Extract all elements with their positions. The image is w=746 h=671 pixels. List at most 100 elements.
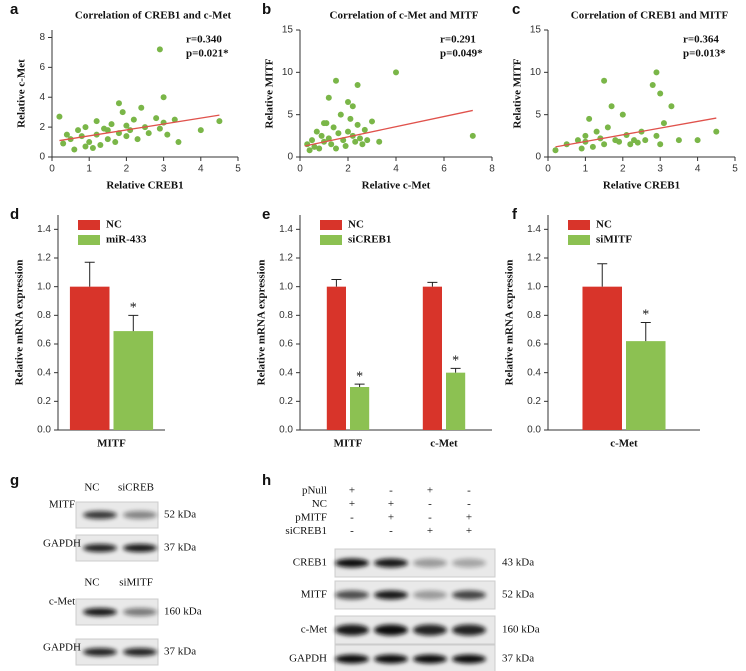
point (349, 103, 356, 110)
blot-band (452, 624, 486, 636)
y-tick-label: 0.2 (37, 396, 51, 407)
y-tick-label: 15 (282, 25, 294, 36)
condition-mark: + (349, 498, 355, 510)
blot-band (452, 590, 486, 600)
condition-mark: - (350, 512, 354, 524)
point (112, 139, 119, 146)
bar (582, 286, 622, 430)
blot-band (452, 558, 486, 568)
y-axis-label: Relative MITF (264, 58, 276, 128)
y-tick-label: 0.8 (37, 310, 51, 321)
x-tick-label: 0 (297, 164, 303, 175)
point (130, 116, 137, 123)
point (337, 111, 344, 118)
point (364, 137, 371, 144)
fit-line (59, 114, 220, 142)
x-tick-label: 6 (441, 164, 447, 175)
legend-swatch (320, 235, 342, 245)
point (318, 132, 325, 139)
x-tick-label: 1 (86, 164, 92, 175)
y-tick-label: 0.4 (527, 367, 541, 378)
blot-band (374, 590, 408, 600)
annotation: p=0.013* (683, 48, 726, 60)
condition-label: NC (312, 498, 327, 510)
point (469, 132, 476, 139)
condition-label: pNull (302, 485, 327, 497)
size-label: 52 kDa (164, 509, 196, 521)
legend-swatch (320, 220, 342, 230)
lane-label: NC (84, 577, 99, 589)
legend-swatch (568, 235, 590, 245)
point (357, 135, 363, 142)
row-label: GAPDH (43, 642, 81, 654)
y-tick-label: 1.0 (527, 281, 541, 292)
error-bar (128, 314, 139, 332)
condition-mark: + (388, 512, 394, 524)
blot-band (335, 654, 369, 664)
condition-mark: + (427, 485, 433, 497)
point (361, 126, 368, 133)
fit-line (304, 109, 473, 147)
y-tick-label: 0 (287, 152, 293, 163)
point (354, 82, 361, 89)
point (675, 137, 682, 144)
point (552, 147, 559, 154)
x-tick-label: 5 (732, 164, 738, 175)
legend-swatch (78, 235, 100, 245)
blot-band (335, 590, 369, 600)
panel-letter: g (10, 472, 19, 489)
condition-label: pMITF (295, 512, 327, 524)
point (156, 125, 163, 132)
size-label: 37 kDa (164, 646, 196, 658)
panel-letter: c (512, 1, 520, 18)
point (393, 69, 399, 76)
point (582, 132, 589, 139)
blot-band (123, 544, 157, 552)
fit-line (555, 117, 717, 148)
point (330, 124, 337, 131)
point (82, 143, 89, 150)
y-tick-label: 0.6 (279, 339, 293, 350)
blot-band (413, 624, 447, 636)
bar (626, 341, 666, 430)
annotation: r=0.340 (186, 34, 222, 46)
annotation: p=0.049* (440, 48, 483, 60)
point (694, 137, 701, 144)
blot-band (413, 590, 447, 600)
point (578, 145, 585, 152)
y-tick-label: 1.2 (37, 253, 51, 264)
y-tick-label: 0.0 (527, 425, 541, 436)
condition-mark: - (389, 525, 393, 537)
point (369, 118, 375, 125)
point (82, 124, 89, 131)
blot-band (374, 624, 408, 636)
y-tick-label: 15 (530, 25, 542, 36)
annotation: r=0.291 (440, 34, 476, 46)
y-tick-label: 0.0 (279, 425, 293, 436)
condition-mark: + (388, 498, 394, 510)
x-tick-label: 4 (393, 164, 399, 175)
point (335, 130, 342, 137)
x-tick-label: 0 (49, 164, 55, 175)
y-tick-label: 0.6 (527, 339, 541, 350)
blot-band (335, 558, 369, 568)
row-label: CREB1 (293, 557, 327, 569)
condition-mark: - (428, 498, 432, 510)
point (216, 118, 223, 125)
point (156, 46, 163, 53)
x-tick-label: 3 (657, 164, 663, 175)
point (713, 128, 720, 135)
panel-letter: d (10, 206, 19, 223)
point (653, 69, 660, 76)
point (657, 90, 664, 97)
size-label: 52 kDa (502, 589, 534, 601)
error-bar (427, 281, 438, 287)
x-tick-label: c-Met (610, 438, 638, 450)
point (175, 139, 182, 146)
condition-mark: + (466, 525, 472, 537)
chart-title: Correlation of c-Met and MITF (330, 10, 479, 22)
size-label: 37 kDa (502, 653, 534, 665)
y-axis-label: Relative mRNA expression (256, 260, 268, 386)
y-tick-label: 1.0 (37, 281, 51, 292)
point (108, 121, 115, 128)
